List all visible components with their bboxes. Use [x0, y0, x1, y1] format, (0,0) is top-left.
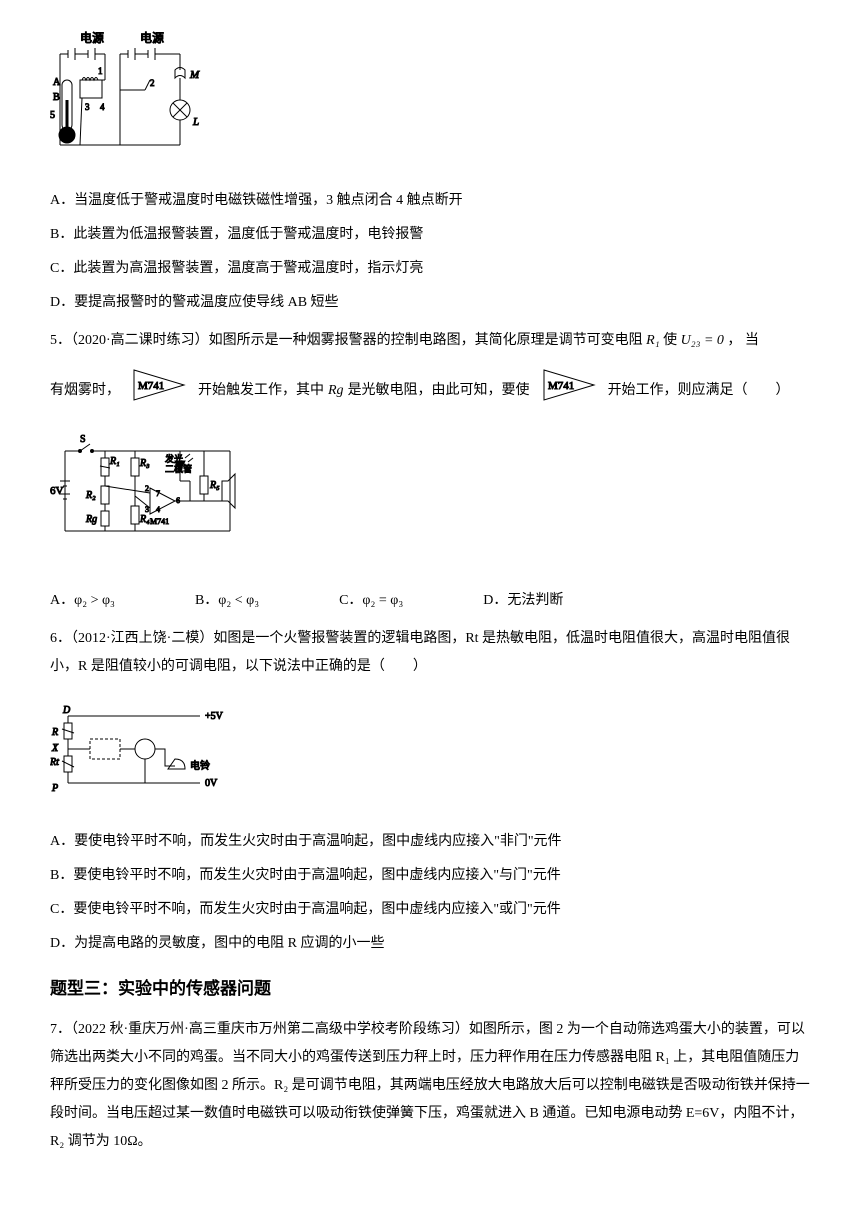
q6-option-c: C．要使电铃平时不响，而发生火灾时由于高温响起，图中虚线内应接入"或门"元件 — [50, 896, 810, 924]
svg-text:P: P — [51, 783, 58, 794]
svg-text:L: L — [192, 116, 199, 128]
svg-text:M741: M741 — [548, 380, 574, 392]
question-7: 7．（2022 秋·重庆万州·高三重庆市万州第二高级中学校考阶段练习）如图所示，… — [50, 1016, 810, 1156]
question-6: 6．（2012·江西上饶·二模）如图是一个火警报警装置的逻辑电路图，Rt 是热敏… — [50, 625, 810, 681]
svg-text:+5V: +5V — [205, 711, 224, 722]
svg-text:D: D — [62, 705, 71, 716]
svg-text:3: 3 — [145, 505, 149, 514]
svg-text:R₁: R₁ — [109, 456, 120, 467]
circuit-diagram-3: D +5V R X 电铃 Rt P 0V — [50, 701, 230, 812]
label-power1: 电源 — [80, 31, 104, 45]
svg-text:Rt: Rt — [50, 757, 59, 768]
q5-option-c: C．φ₂ = φ₃ — [339, 587, 403, 615]
q4-option-a: A．当温度低于警戒温度时电磁铁磁性增强，3 触点闭合 4 触点断开 — [50, 187, 810, 215]
svg-text:R₂: R₂ — [85, 490, 96, 501]
svg-text:R: R — [51, 727, 58, 738]
triangle-m741-2: M741 — [534, 365, 604, 416]
q5-option-d: D．无法判断 — [483, 587, 563, 615]
svg-text:R₄: R₄ — [139, 514, 150, 525]
section-3-title: 题型三：实验中的传感器问题 — [50, 972, 810, 1006]
svg-text:二极管: 二极管 — [165, 463, 192, 474]
svg-text:Rg: Rg — [85, 514, 97, 525]
svg-text:5: 5 — [50, 110, 55, 121]
q6-option-a: A．要使电铃平时不响，而发生火灾时由于高温响起，图中虚线内应接入"非门"元件 — [50, 828, 810, 856]
q5-prefix: 5．（2020·高二课时练习）如图所示是一种烟雾报警器的控制电路图，其简化原理是… — [50, 333, 643, 348]
q4-option-d: D．要提高报警时的警戒温度应使导线 AB 短些 — [50, 289, 810, 317]
circuit-diagram-2: S 6V R₁ R₂ Rg R₃ R₄ M741 — [50, 426, 250, 567]
svg-text:4: 4 — [156, 505, 160, 514]
svg-text:电铃: 电铃 — [190, 759, 210, 772]
svg-text:M741: M741 — [138, 380, 164, 392]
q5-options-row: A．φ₂ > φ₃ B．φ₂ < φ₃ C．φ₂ = φ₃ D．无法判断 — [50, 587, 810, 615]
svg-text:M741: M741 — [150, 517, 169, 526]
svg-text:1: 1 — [98, 66, 103, 76]
svg-text:2: 2 — [150, 78, 155, 88]
q4-option-c: C．此装置为高温报警装置，温度高于警戒温度时，指示灯亮 — [50, 255, 810, 283]
q5-option-a: A．φ₂ > φ₃ — [50, 587, 115, 615]
svg-text:M: M — [189, 69, 200, 81]
q5-option-b: B．φ₂ < φ₃ — [195, 587, 259, 615]
q4-option-b: B．此装置为低温报警装置，温度低于警戒温度时，电铃报警 — [50, 221, 810, 249]
svg-text:0V: 0V — [205, 778, 218, 789]
q5-line2: 有烟雾时， M741 开始触发工作，其中 Rg 是光敏电阻，由此可知，要使 M7… — [50, 365, 810, 416]
svg-text:4: 4 — [100, 102, 105, 112]
circuit-diagram-1: 电源 电源 A B 5 1 3 4 — [50, 30, 220, 171]
svg-text:3: 3 — [85, 102, 90, 112]
svg-text:B: B — [53, 92, 60, 103]
svg-text:X: X — [51, 743, 59, 754]
svg-text:A: A — [53, 77, 61, 88]
triangle-m741-1: M741 — [124, 365, 194, 416]
svg-text:S: S — [80, 434, 86, 445]
q5-u23: U₂₃ = 0 — [681, 333, 724, 348]
svg-text:2: 2 — [145, 484, 149, 493]
svg-text:发光: 发光 — [165, 453, 183, 464]
label-power2: 电源 — [140, 31, 164, 45]
svg-text:R₃: R₃ — [139, 458, 150, 469]
q5-r1: R₁ — [646, 333, 659, 348]
svg-text:7: 7 — [156, 489, 160, 498]
q6-option-d: D．为提高电路的灵敏度，图中的电阻 R 应调的小一些 — [50, 930, 810, 958]
svg-text:R₅: R₅ — [209, 480, 220, 491]
svg-text:6V: 6V — [50, 485, 64, 497]
q6-option-b: B．要使电铃平时不响，而发生火灾时由于高温响起，图中虚线内应接入"与门"元件 — [50, 862, 810, 890]
question-5: 5．（2020·高二课时练习）如图所示是一种烟雾报警器的控制电路图，其简化原理是… — [50, 327, 810, 355]
